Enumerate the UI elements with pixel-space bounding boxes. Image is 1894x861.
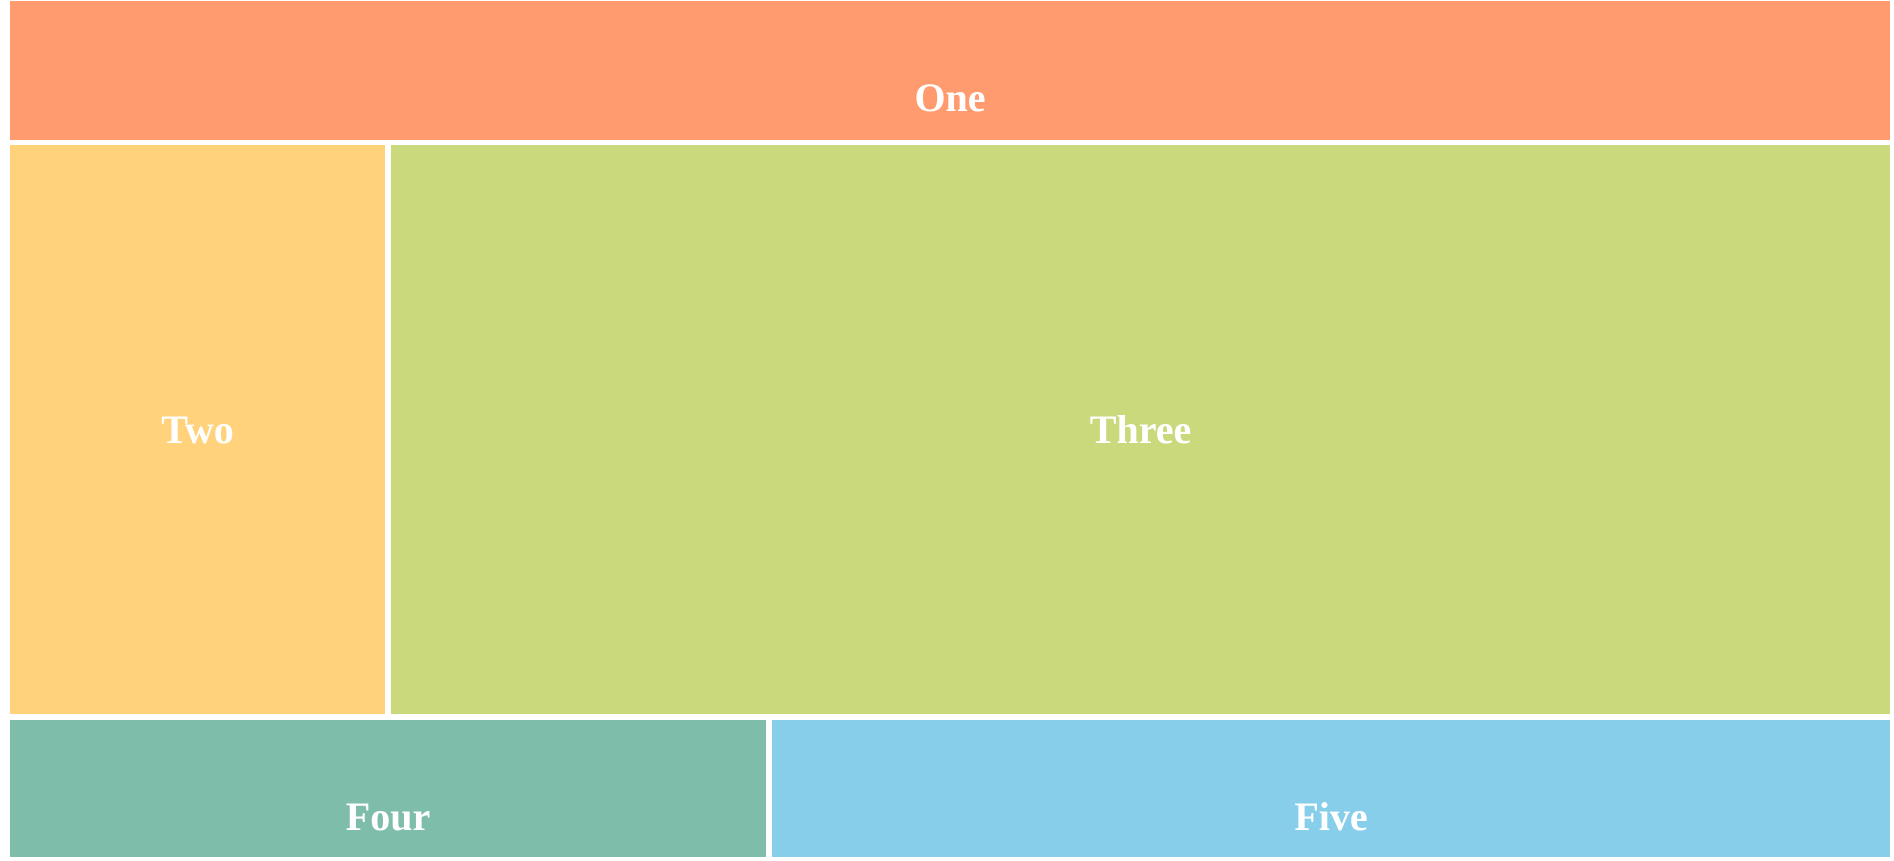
panel-two-label: Two (161, 406, 234, 452)
panel-three-label: Three (1089, 406, 1192, 452)
panel-one: One (10, 1, 1890, 140)
panel-three: Three (391, 145, 1890, 714)
panel-four: Four (10, 720, 766, 857)
panel-four-label: Four (345, 794, 431, 839)
panel-five-label: Five (1294, 794, 1368, 839)
panel-two: Two (10, 145, 385, 714)
panel-one-label: One (914, 75, 986, 120)
panel-five: Five (772, 720, 1890, 857)
